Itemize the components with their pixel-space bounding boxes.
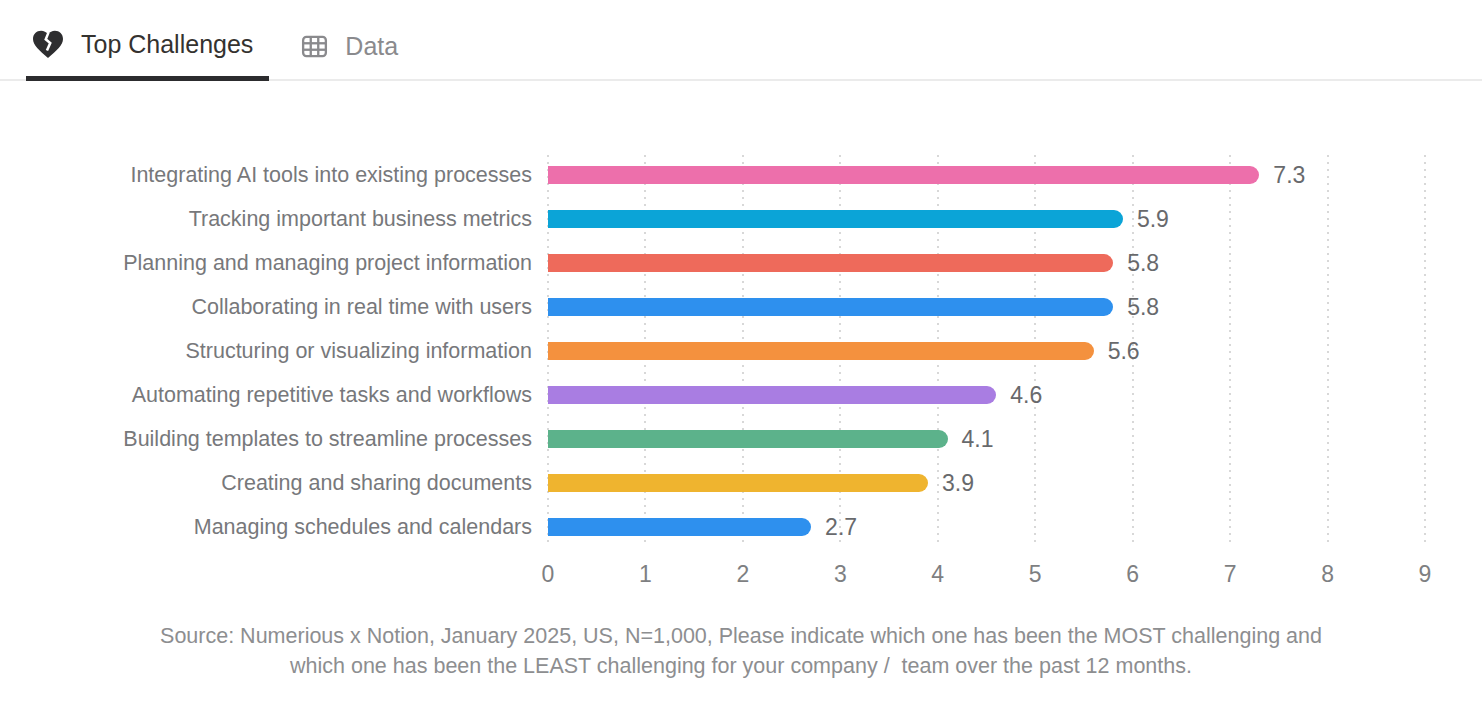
bar-row: Tracking important business metrics 5.9 (0, 197, 1482, 241)
category-label: Planning and managing project informatio… (0, 251, 548, 276)
source-note: Source: Numerious x Notion, January 2025… (0, 621, 1482, 681)
bar-track: 5.8 (548, 294, 1425, 321)
value-label: 4.1 (962, 426, 994, 453)
table-icon (299, 31, 330, 62)
bar-row: Collaborating in real time with users 5.8 (0, 285, 1482, 329)
bar-row: Structuring or visualizing information 5.… (0, 329, 1482, 373)
tab-data[interactable]: Data (299, 31, 398, 79)
bar-track: 3.9 (548, 470, 1425, 497)
bar-track: 5.6 (548, 338, 1425, 365)
bar-row: Automating repetitive tasks and workflow… (0, 373, 1482, 417)
bar-chart: Integrating AI tools into existing proce… (0, 153, 1482, 593)
category-label: Collaborating in real time with users (0, 295, 548, 320)
x-tick-label: 4 (931, 561, 944, 588)
bar-track: 5.8 (548, 250, 1425, 277)
bar[interactable] (548, 254, 1113, 272)
x-tick-label: 8 (1321, 561, 1334, 588)
value-label: 5.6 (1108, 338, 1140, 365)
bar-row: Managing schedules and calendars 2.7 (0, 505, 1482, 549)
value-label: 7.3 (1273, 162, 1305, 189)
tab-label: Top Challenges (81, 30, 253, 59)
bar-track: 4.1 (548, 426, 1425, 453)
bar-row: Planning and managing project informatio… (0, 241, 1482, 285)
bar-rows: Integrating AI tools into existing proce… (0, 153, 1482, 549)
value-label: 5.8 (1127, 294, 1159, 321)
bar-track: 5.9 (548, 206, 1425, 233)
x-tick-label: 1 (639, 561, 652, 588)
category-label: Structuring or visualizing information (0, 339, 548, 364)
value-label: 4.6 (1010, 382, 1042, 409)
x-tick-label: 6 (1126, 561, 1139, 588)
x-axis: 0123456789 (548, 561, 1425, 593)
bar[interactable] (548, 166, 1259, 184)
value-label: 5.8 (1127, 250, 1159, 277)
value-label: 2.7 (825, 514, 857, 541)
value-label: 5.9 (1137, 206, 1169, 233)
bar-row: Integrating AI tools into existing proce… (0, 153, 1482, 197)
bar[interactable] (548, 518, 811, 536)
x-tick-label: 3 (834, 561, 847, 588)
bar[interactable] (548, 386, 996, 404)
bar[interactable] (548, 474, 928, 492)
category-label: Building templates to streamline process… (0, 427, 548, 452)
x-tick-label: 2 (736, 561, 749, 588)
source-line: which one has been the LEAST challenging… (290, 654, 1192, 678)
chart-widget: Top Challenges Data Integrating AI tools… (0, 0, 1482, 681)
bar-track: 4.6 (548, 382, 1425, 409)
bar-track: 2.7 (548, 514, 1425, 541)
bar-row: Creating and sharing documents 3.9 (0, 461, 1482, 505)
bar[interactable] (548, 210, 1123, 228)
bar[interactable] (548, 430, 948, 448)
category-label: Creating and sharing documents (0, 471, 548, 496)
bar[interactable] (548, 298, 1113, 316)
category-label: Tracking important business metrics (0, 207, 548, 232)
x-tick-label: 0 (542, 561, 555, 588)
tab-top-challenges[interactable]: Top Challenges (30, 26, 253, 79)
broken-heart-icon (30, 26, 66, 62)
bar[interactable] (548, 342, 1094, 360)
x-tick-label: 9 (1419, 561, 1432, 588)
tab-bar: Top Challenges Data (0, 0, 1482, 81)
category-label: Automating repetitive tasks and workflow… (0, 383, 548, 408)
value-label: 3.9 (942, 470, 974, 497)
category-label: Integrating AI tools into existing proce… (0, 163, 548, 188)
x-tick-label: 7 (1224, 561, 1237, 588)
bar-track: 7.3 (548, 162, 1425, 189)
x-tick-label: 5 (1029, 561, 1042, 588)
category-label: Managing schedules and calendars (0, 515, 548, 540)
source-line: Source: Numerious x Notion, January 2025… (160, 624, 1322, 648)
bar-row: Building templates to streamline process… (0, 417, 1482, 461)
plot-area: Integrating AI tools into existing proce… (0, 153, 1482, 549)
tab-label: Data (345, 32, 398, 61)
